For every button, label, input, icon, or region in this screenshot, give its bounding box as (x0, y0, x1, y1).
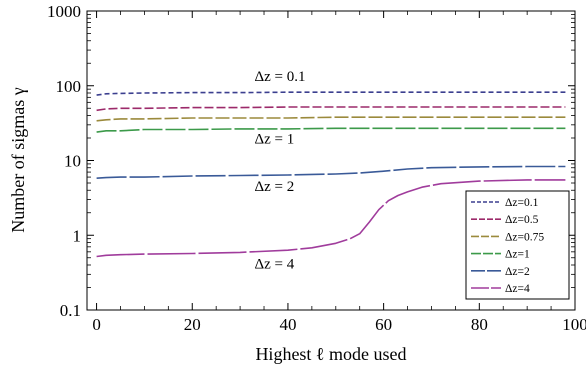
legend-box (465, 190, 570, 300)
x-tick-label: 60 (375, 315, 392, 334)
legend-label: Δz=0.5 (505, 214, 539, 226)
annotation-label: Δz = 4 (254, 256, 294, 272)
legend: Δz=0.1 Δz=0.5 Δz=0.75 Δz=1 Δz=2 Δz=4 (465, 190, 570, 300)
legend-label: Δz=2 (505, 266, 530, 278)
series-line-5 (96, 165, 566, 179)
legend-label: Δz=0.75 (505, 231, 544, 243)
series-line-3 (96, 116, 566, 122)
x-tick-label: 0 (92, 315, 101, 334)
y-tick-label: 100 (56, 77, 82, 96)
annotation-label: Δz = 1 (254, 131, 294, 147)
x-axis-label: Highest ℓ mode used (255, 344, 406, 364)
y-axis-label: Number of sigmas γ (8, 87, 28, 232)
series-line-6 (96, 179, 566, 258)
annotation-label: Δz = 0.1 (254, 69, 305, 85)
legend-label: Δz=4 (505, 283, 530, 295)
annotation-label: Δz = 2 (254, 179, 294, 195)
series-line-2 (96, 106, 566, 112)
legend-label: Δz=1 (505, 249, 530, 261)
series-line-4 (96, 127, 566, 133)
x-tick-label: 80 (471, 315, 488, 334)
y-tick-label: 0.1 (60, 301, 81, 320)
y-tick-label: 1000 (47, 2, 81, 21)
x-tick-label: 40 (279, 315, 296, 334)
legend-label: Δz=0.1 (505, 197, 539, 209)
y-tick-label: 1 (73, 226, 82, 245)
series-line-1 (96, 91, 566, 96)
y-tick-label: 10 (64, 152, 81, 171)
x-tick-label: 20 (184, 315, 201, 334)
x-tick-label: 100 (562, 315, 586, 334)
